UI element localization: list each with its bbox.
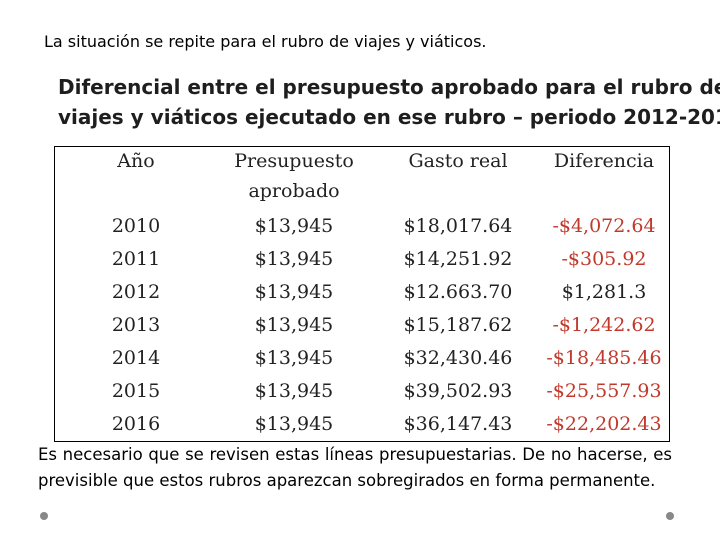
cell-year: 2013 xyxy=(111,314,161,336)
table-row: 2013 $13,945 $15,187.62 -$1,242.62 xyxy=(64,309,672,342)
intro-text: La situación se repite para el rubro de … xyxy=(44,32,487,51)
table-row: 2010 $13,945 $18,017.64 -$4,072.64 xyxy=(64,210,672,243)
cell-difference: -$4,072.64 xyxy=(552,215,656,237)
header-budget-line-1: Presupuesto xyxy=(234,150,354,172)
table-body: 2010 $13,945 $18,017.64 -$4,072.64 2011 $13,9… xyxy=(64,210,672,441)
cell-year: 2015 xyxy=(111,380,161,402)
table-row: 2011 $13,945 $14,251.92 -$305.92 xyxy=(64,243,672,276)
cell-year: 2016 xyxy=(111,413,161,435)
table-row: 2012 $13,945 $12.663.70 $1,281.3 xyxy=(64,276,672,309)
cell-actual: $36,147.43 xyxy=(403,413,513,435)
heading-line-2: viajes y viáticos ejecutado en ese rubro… xyxy=(58,105,720,129)
budget-table: Año Presupuesto aprobado Gasto real Dife… xyxy=(64,144,672,441)
cell-actual: $15,187.62 xyxy=(403,314,513,336)
slide-marker-dot xyxy=(666,512,674,520)
cell-year: 2010 xyxy=(111,215,161,237)
cell-difference: -$305.92 xyxy=(561,248,647,270)
cell-year: 2012 xyxy=(111,281,161,303)
table-frame xyxy=(54,146,670,442)
table-row: 2016 $13,945 $36,147.43 -$22,202.43 xyxy=(64,408,672,441)
cell-budget: $13,945 xyxy=(254,314,334,336)
conclusion-note: Es necesario que se revisen estas líneas… xyxy=(38,445,672,490)
cell-budget: $13,945 xyxy=(254,347,334,369)
cell-budget: $13,945 xyxy=(254,281,334,303)
cell-actual: $39,502.93 xyxy=(403,380,513,402)
cell-budget: $13,945 xyxy=(254,413,334,435)
cell-budget: $13,945 xyxy=(254,215,334,237)
header-actual: Gasto real xyxy=(408,150,508,172)
cell-year: 2014 xyxy=(111,347,161,369)
table-row: 2014 $13,945 $32,430.46 -$18,485.46 xyxy=(64,342,672,375)
cell-difference: -$1,242.62 xyxy=(552,314,656,336)
header-budget-line-2: aprobado xyxy=(248,180,340,202)
slide-marker-dot xyxy=(40,512,48,520)
cell-difference: -$25,557.93 xyxy=(546,380,662,402)
table-heading: Diferencial entre el presupuesto aprobad… xyxy=(58,72,720,132)
cell-budget: $13,945 xyxy=(254,380,334,402)
cell-budget: $13,945 xyxy=(254,248,334,270)
cell-difference: -$18,485.46 xyxy=(546,347,662,369)
cell-actual: $14,251.92 xyxy=(403,248,513,270)
table-row: 2015 $13,945 $39,502.93 -$25,557.93 xyxy=(64,375,672,408)
header-budget: Presupuesto aprobado xyxy=(208,144,380,210)
heading-line-1: Diferencial entre el presupuesto aprobad… xyxy=(58,75,720,99)
cell-actual: $32,430.46 xyxy=(403,347,513,369)
table-header-row: Año Presupuesto aprobado Gasto real Dife… xyxy=(64,144,672,210)
cell-year: 2011 xyxy=(111,248,161,270)
cell-difference: -$22,202.43 xyxy=(546,413,662,435)
cell-difference: $1,281.3 xyxy=(561,281,647,303)
cell-actual: $18,017.64 xyxy=(403,215,513,237)
header-year: Año xyxy=(117,150,155,172)
cell-actual: $12.663.70 xyxy=(403,281,513,303)
header-difference: Diferencia xyxy=(553,150,655,172)
